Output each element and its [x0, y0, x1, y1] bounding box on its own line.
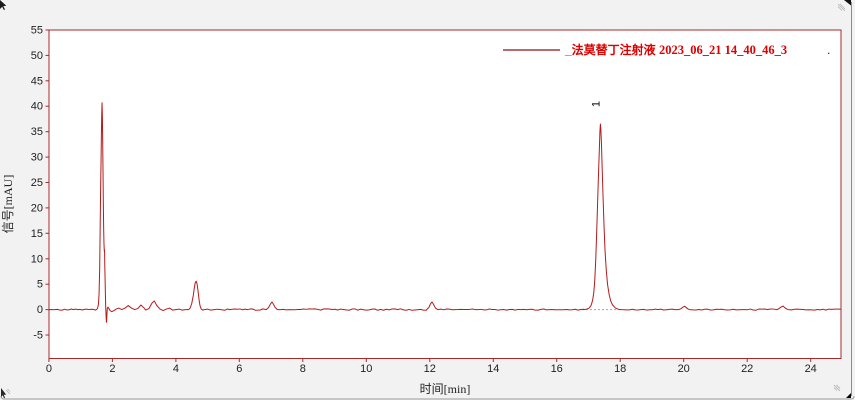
svg-text:信号[mAU]: 信号[mAU]: [1, 175, 15, 234]
svg-text:20: 20: [678, 363, 690, 375]
svg-text:6: 6: [236, 363, 242, 375]
svg-text:0: 0: [37, 304, 43, 316]
svg-text:35: 35: [31, 126, 43, 138]
svg-text:50: 50: [31, 50, 43, 62]
svg-text:22: 22: [741, 363, 753, 375]
svg-text:45: 45: [31, 75, 43, 87]
svg-text:20: 20: [31, 202, 43, 214]
svg-text:8: 8: [300, 363, 306, 375]
svg-text:40: 40: [31, 101, 43, 113]
svg-text:16: 16: [551, 363, 563, 375]
svg-text:-5: -5: [33, 330, 43, 342]
svg-text:2023_06_21 14_40_46_3: 2023_06_21 14_40_46_3: [659, 43, 787, 57]
svg-text:_法莫替丁注射液: _法莫替丁注射液: [564, 42, 656, 57]
svg-text:2: 2: [109, 363, 115, 375]
svg-text:12: 12: [424, 363, 436, 375]
svg-text:10: 10: [31, 253, 43, 265]
svg-text:10: 10: [360, 363, 372, 375]
svg-text:18: 18: [614, 363, 626, 375]
svg-text:1: 1: [591, 101, 603, 107]
svg-text:15: 15: [31, 228, 43, 240]
svg-text:0: 0: [46, 363, 52, 375]
svg-text:25: 25: [31, 177, 43, 189]
svg-text:24: 24: [805, 363, 817, 375]
svg-text:时间[min]: 时间[min]: [420, 382, 471, 396]
svg-text:4: 4: [173, 363, 179, 375]
svg-text:30: 30: [31, 152, 43, 164]
svg-text:14: 14: [487, 363, 499, 375]
svg-text:55: 55: [31, 25, 43, 37]
svg-text:5: 5: [37, 279, 43, 291]
svg-text:.: .: [827, 43, 830, 57]
